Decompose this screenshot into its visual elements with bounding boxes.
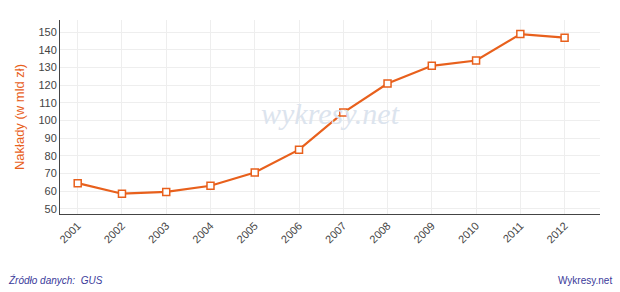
- svg-text:2005: 2005: [234, 220, 260, 246]
- svg-text:wykresy.net: wykresy.net: [261, 97, 400, 130]
- svg-text:2003: 2003: [146, 220, 172, 246]
- svg-text:110: 110: [39, 97, 57, 109]
- svg-text:2001: 2001: [57, 220, 83, 246]
- svg-text:70: 70: [45, 167, 57, 179]
- svg-text:Nakłady (w mld zł): Nakłady (w mld zł): [12, 64, 27, 170]
- svg-text:90: 90: [45, 132, 57, 144]
- svg-text:80: 80: [45, 150, 57, 162]
- svg-text:Źródło danych: GUS: Źródło danych: GUS: [8, 274, 103, 286]
- svg-text:2008: 2008: [367, 220, 393, 246]
- svg-text:2012: 2012: [544, 220, 570, 246]
- svg-text:2007: 2007: [323, 220, 349, 246]
- svg-text:2011: 2011: [500, 220, 525, 245]
- svg-text:60: 60: [45, 185, 57, 197]
- svg-text:150: 150: [38, 26, 56, 38]
- svg-text:2006: 2006: [279, 220, 305, 246]
- svg-text:Wykresy.net: Wykresy.net: [558, 275, 612, 286]
- svg-text:140: 140: [38, 44, 56, 56]
- svg-text:120: 120: [38, 79, 56, 91]
- svg-text:2010: 2010: [456, 220, 482, 246]
- svg-text:2002: 2002: [101, 220, 127, 246]
- svg-text:2004: 2004: [190, 220, 216, 246]
- svg-text:2009: 2009: [411, 220, 437, 246]
- svg-text:100: 100: [38, 114, 56, 126]
- svg-text:50: 50: [45, 203, 57, 215]
- svg-text:130: 130: [38, 61, 56, 73]
